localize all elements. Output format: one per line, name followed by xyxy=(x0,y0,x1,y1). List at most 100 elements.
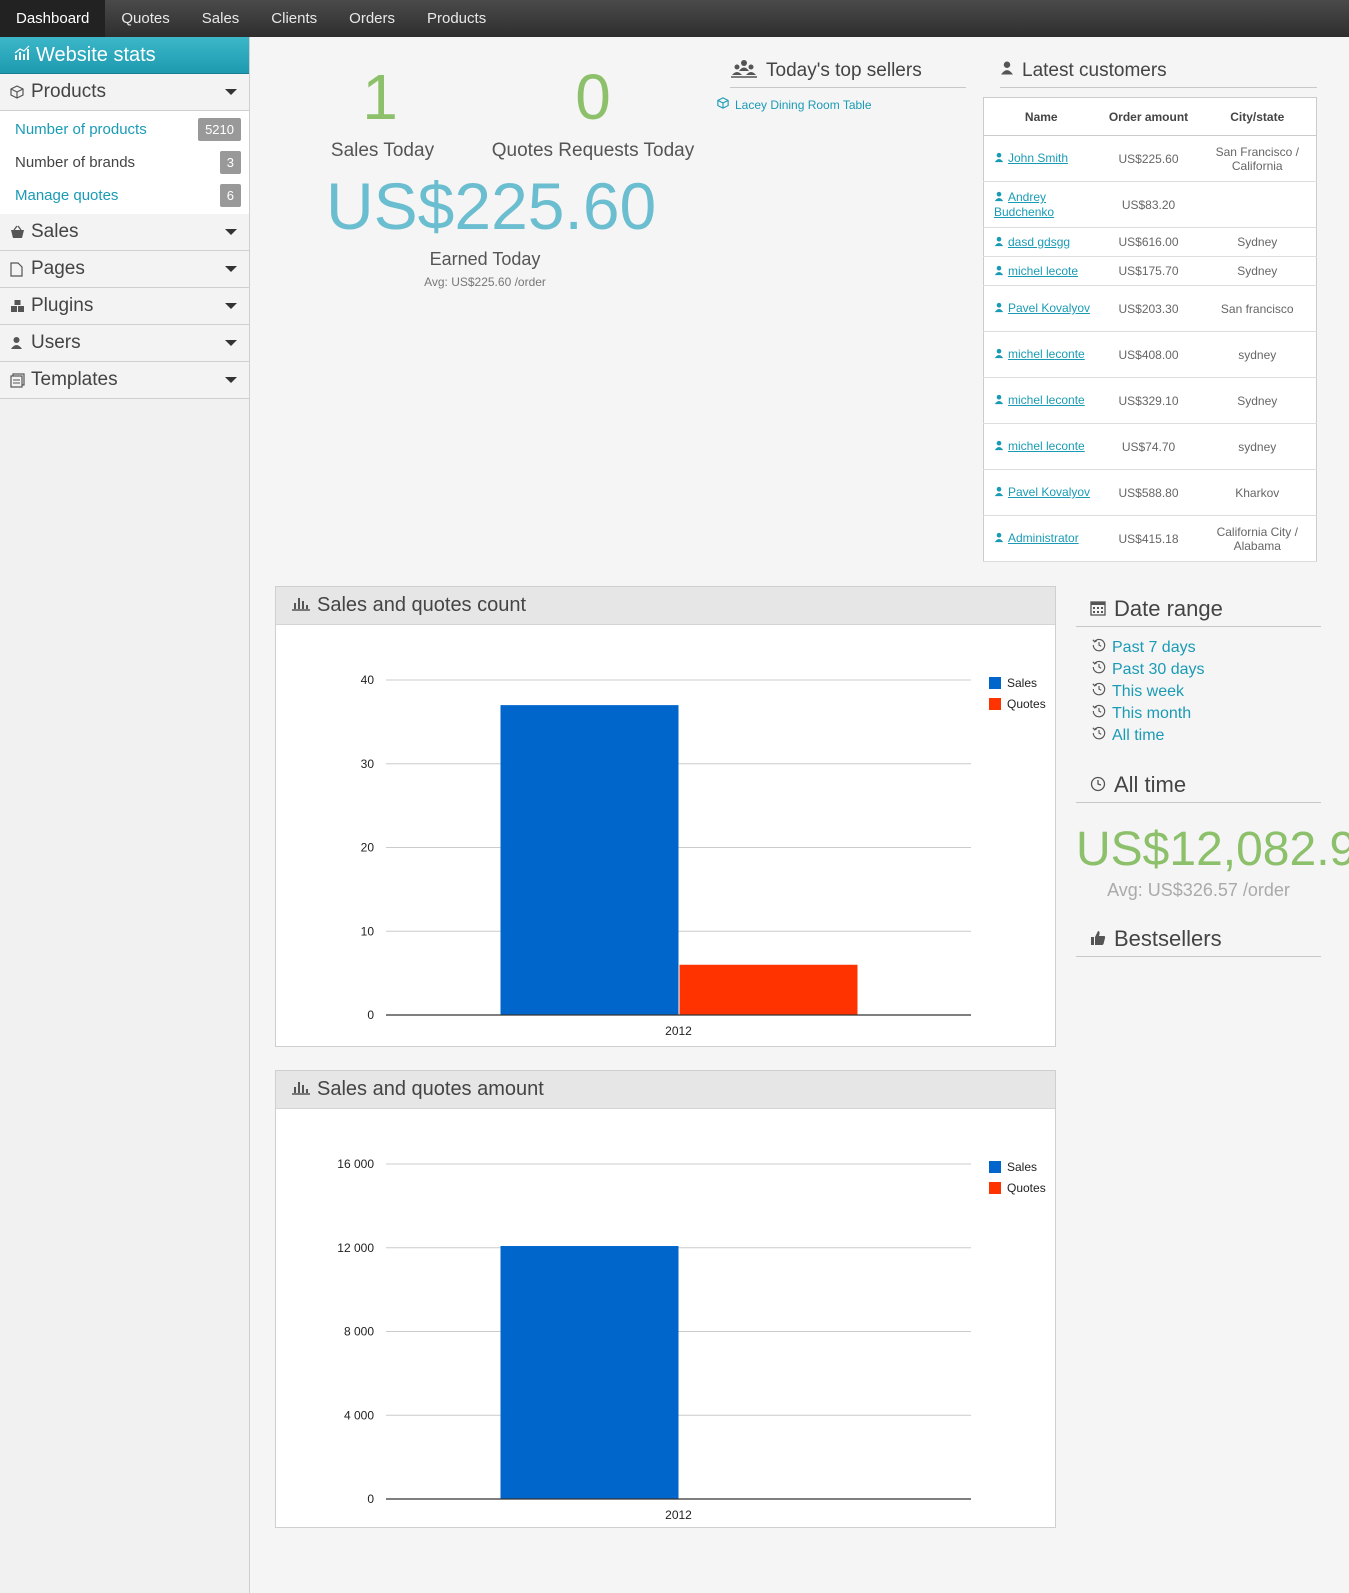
y-tick-label: 10 xyxy=(361,924,375,938)
history-icon xyxy=(1092,660,1112,679)
table-row: Pavel Kovalyov US$588.80 Kharkov xyxy=(983,469,1317,516)
date-range-link-label: This week xyxy=(1112,682,1185,700)
sidebar-section-label: Plugins xyxy=(31,295,94,316)
top-navbar: Dashboard Quotes Sales Clients Orders Pr… xyxy=(0,0,1349,37)
table-row: John Smith US$225.60 San Francisco / Calif… xyxy=(983,135,1317,182)
cubes-icon xyxy=(10,299,26,313)
sidebar-section-pages[interactable]: Pages xyxy=(0,251,249,288)
nav-orders[interactable]: Orders xyxy=(349,10,395,27)
clock-icon xyxy=(1090,772,1114,798)
user-icon xyxy=(994,152,1004,166)
order-amount-cell: US$415.18 xyxy=(1098,515,1199,562)
basket-icon xyxy=(10,225,26,239)
sidebar-header[interactable]: Website stats xyxy=(0,37,249,74)
top-seller-link[interactable]: Lacey Dining Room Table xyxy=(717,97,872,112)
y-tick-label: 16 000 xyxy=(337,1157,374,1171)
user-icon xyxy=(1000,60,1022,82)
latest-customers-title: Latest customers xyxy=(1000,55,1317,88)
user-icon xyxy=(994,265,1004,279)
customer-name-link[interactable]: dasd gdsgg xyxy=(1008,234,1071,249)
order-amount-cell: US$203.30 xyxy=(1098,285,1199,332)
customer-name-link[interactable]: michel leconte xyxy=(1008,439,1085,453)
bar-sales-2012[interactable] xyxy=(500,1246,679,1499)
sidebar-section-products[interactable]: Products xyxy=(0,74,249,111)
sidebar-section-templates[interactable]: Templates xyxy=(0,362,249,399)
customer-name-link[interactable]: michel lecote xyxy=(1008,263,1079,278)
customer-name-cell: Andrey Budchenko xyxy=(983,181,1099,228)
sales-quotes-count-panel: Sales and quotes count 0 10 20 30 40 2012 Sale… xyxy=(275,586,1056,1047)
sidebar-item-label: Number of products xyxy=(15,121,147,138)
date-range-link-label: All time xyxy=(1112,726,1165,744)
sidebar-item-manage-quotes[interactable]: Manage quotes 6 xyxy=(0,179,249,212)
sidebar-title: Website stats xyxy=(36,43,156,66)
sidebar-item-label: Manage quotes xyxy=(15,187,119,204)
city-state-cell: Sydney xyxy=(1198,227,1317,257)
order-amount-cell: US$616.00 xyxy=(1098,227,1199,257)
nav-clients[interactable]: Clients xyxy=(271,10,318,27)
sidebar-section-sales[interactable]: Sales xyxy=(0,214,249,251)
customer-name-link[interactable]: Administrator xyxy=(1008,531,1079,545)
customer-name-cell: michel leconte xyxy=(983,377,1099,424)
sidebar-section-plugins[interactable]: Plugins xyxy=(0,288,249,325)
order-amount-cell: US$74.70 xyxy=(1098,423,1199,470)
city-state-cell: Kharkov xyxy=(1198,469,1317,516)
table-row: michel leconte US$74.70 sydney xyxy=(983,423,1317,470)
bar-sales-2012[interactable] xyxy=(500,705,679,1015)
customer-name-cell: Pavel Kovalyov xyxy=(983,285,1099,332)
sidebar-item-number-of-products[interactable]: Number of products 5210 xyxy=(0,113,249,146)
y-tick-label: 4 000 xyxy=(344,1408,374,1422)
customer-name-link[interactable]: Pavel Kovalyov xyxy=(1008,301,1091,315)
sidebar-section-label: Products xyxy=(31,81,106,102)
panel-title: Sales and quotes amount xyxy=(317,1078,544,1100)
sidebar-section-users[interactable]: Users xyxy=(0,325,249,362)
date-range-link-this-month[interactable]: This month xyxy=(1092,704,1191,723)
thumbs-up-icon xyxy=(1090,926,1114,952)
table-row: Andrey Budchenko US$83.20 xyxy=(983,181,1317,228)
nav-products[interactable]: Products xyxy=(427,10,487,27)
order-amount-cell: US$408.00 xyxy=(1098,331,1199,378)
table-row: Pavel Kovalyov US$203.30 San francisco xyxy=(983,285,1317,332)
date-range-link-past-30-days[interactable]: Past 30 days xyxy=(1092,660,1205,679)
panel-header: Sales and quotes count xyxy=(276,587,1055,625)
order-amount-cell: US$329.10 xyxy=(1098,377,1199,424)
customer-name-link[interactable]: Andrey Budchenko xyxy=(994,190,1055,219)
date-range-link-this-week[interactable]: This week xyxy=(1092,682,1184,701)
date-range-link-all-time[interactable]: All time xyxy=(1092,726,1164,745)
legend-label-sales: Sales xyxy=(1007,676,1037,690)
bar-chart-icon xyxy=(292,594,317,617)
sidebar-section-label: Users xyxy=(31,332,81,353)
legend-label-quotes: Quotes xyxy=(1007,1181,1046,1195)
customer-name-link[interactable]: John Smith xyxy=(1008,151,1069,165)
customer-name-link[interactable]: michel leconte xyxy=(1008,347,1085,361)
customer-name-link[interactable]: Pavel Kovalyov xyxy=(1008,485,1091,499)
caret-down-icon xyxy=(225,229,237,235)
nav-sales[interactable]: Sales xyxy=(201,10,240,27)
customer-name-link[interactable]: michel leconte xyxy=(1008,393,1085,407)
date-range-link-label: Past 7 days xyxy=(1112,638,1196,656)
legend-swatch-quotes xyxy=(989,698,1001,710)
all-time-avg: Avg: US$326.57 /order xyxy=(1107,880,1290,900)
order-amount-cell: US$225.60 xyxy=(1098,135,1199,182)
column-header-city: City/state xyxy=(1198,97,1317,136)
y-tick-label: 12 000 xyxy=(337,1241,374,1255)
user-icon xyxy=(994,236,1004,250)
caret-down-icon xyxy=(225,340,237,346)
y-tick-label: 8 000 xyxy=(344,1325,374,1339)
count-badge: 3 xyxy=(219,151,241,174)
bar-quotes-2012[interactable] xyxy=(679,964,858,1015)
sidebar: Website stats Products Number of product… xyxy=(0,37,250,1593)
user-icon xyxy=(994,394,1004,408)
date-range-link-past-7-days[interactable]: Past 7 days xyxy=(1092,638,1196,657)
caret-down-icon xyxy=(225,266,237,272)
table-row: michel lecote US$175.70 Sydney xyxy=(983,256,1317,286)
date-range-link-label: This month xyxy=(1112,704,1192,722)
nav-quotes[interactable]: Quotes xyxy=(121,10,170,27)
user-icon xyxy=(994,440,1004,454)
customer-name-cell: Administrator xyxy=(983,515,1099,562)
customer-name-cell: dasd gdsgg xyxy=(983,227,1099,257)
legend-label-sales: Sales xyxy=(1007,1160,1037,1174)
section-title-text: Bestsellers xyxy=(1114,926,1222,951)
table-row: michel leconte US$329.10 Sydney xyxy=(983,377,1317,424)
earned-today-value: US$225.60 xyxy=(326,169,657,243)
nav-dashboard[interactable]: Dashboard xyxy=(0,0,106,37)
